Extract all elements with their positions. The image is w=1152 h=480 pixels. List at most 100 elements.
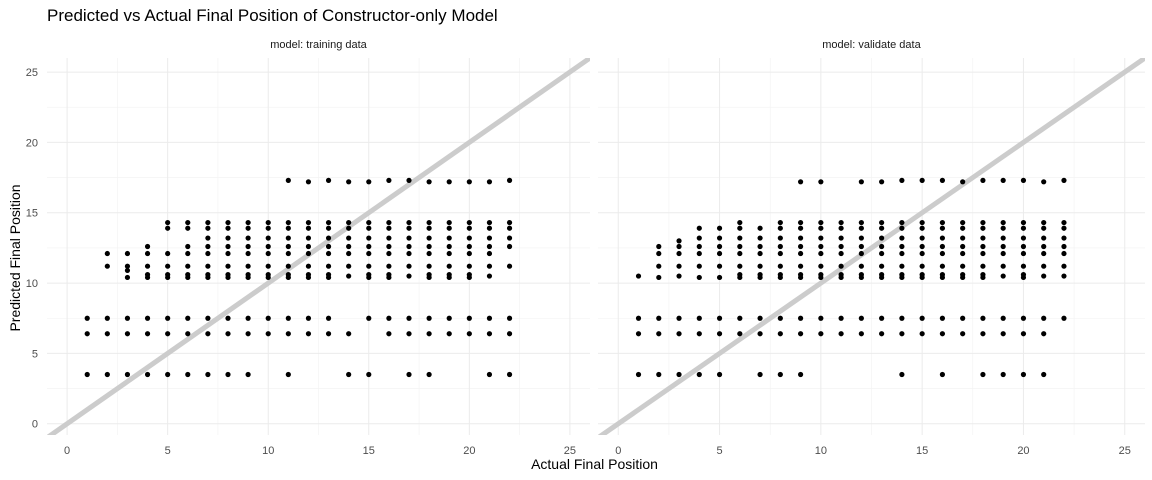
- data-point: [446, 219, 452, 226]
- data-point: [466, 263, 472, 269]
- data-point: [346, 225, 352, 231]
- data-point: [737, 263, 743, 269]
- data-point: [696, 331, 702, 337]
- data-point: [797, 331, 804, 337]
- data-point: [506, 219, 513, 226]
- data-point: [285, 243, 291, 250]
- data-point: [899, 331, 905, 337]
- data-point: [899, 272, 905, 278]
- data-point: [716, 371, 723, 378]
- data-point: [346, 250, 352, 257]
- data-point: [858, 331, 864, 337]
- data-point: [1041, 250, 1047, 257]
- data-point: [696, 274, 702, 281]
- data-point: [466, 272, 472, 278]
- data-point: [919, 225, 925, 231]
- data-point: [980, 315, 986, 321]
- data-point: [305, 331, 312, 337]
- x-tick-label: 20: [1017, 445, 1029, 457]
- data-point: [899, 219, 905, 226]
- data-point: [1041, 219, 1047, 226]
- data-point: [696, 250, 702, 257]
- data-point: [757, 225, 763, 231]
- data-point: [225, 219, 231, 226]
- x-tick-label: 25: [564, 445, 576, 457]
- x-tick-label: 5: [165, 445, 171, 457]
- x-tick-label: 15: [363, 445, 375, 457]
- data-point: [124, 315, 131, 321]
- data-point: [960, 272, 966, 278]
- data-point: [960, 250, 966, 257]
- data-point: [406, 250, 412, 257]
- data-point: [676, 243, 682, 250]
- data-point: [305, 225, 312, 231]
- data-point: [265, 235, 271, 241]
- data-point: [265, 272, 271, 278]
- x-axis-title: Actual Final Position: [531, 456, 658, 472]
- data-point: [305, 219, 312, 226]
- data-point: [466, 219, 472, 226]
- data-point: [1041, 235, 1047, 241]
- data-point: [879, 331, 885, 337]
- data-point: [426, 179, 432, 185]
- data-point: [325, 177, 332, 183]
- data-point: [446, 250, 452, 257]
- data-point: [1020, 315, 1027, 321]
- data-point: [1041, 315, 1047, 321]
- data-point: [346, 371, 352, 378]
- data-point: [635, 371, 642, 378]
- data-point: [1020, 331, 1027, 337]
- data-point: [325, 219, 332, 226]
- data-point: [104, 250, 110, 257]
- data-point: [406, 273, 412, 279]
- data-point: [797, 179, 804, 185]
- data-point: [84, 315, 90, 321]
- data-point: [939, 219, 946, 226]
- data-point: [225, 243, 231, 250]
- data-point: [1061, 263, 1067, 269]
- data-point: [366, 243, 372, 250]
- data-point: [366, 371, 372, 378]
- data-point: [225, 225, 231, 231]
- data-point: [1041, 225, 1047, 231]
- data-point: [366, 225, 372, 231]
- data-point: [265, 243, 271, 250]
- data-point: [446, 179, 452, 185]
- data-point: [386, 235, 392, 241]
- data-point: [104, 315, 110, 321]
- data-point: [506, 235, 513, 241]
- data-point: [346, 263, 352, 269]
- data-point: [737, 250, 743, 257]
- data-point: [205, 225, 211, 231]
- data-point: [144, 331, 151, 337]
- data-point: [486, 219, 493, 226]
- data-point: [716, 274, 723, 281]
- data-point: [426, 250, 432, 257]
- data-point: [656, 371, 662, 378]
- data-point: [466, 331, 472, 337]
- data-point: [1020, 272, 1027, 278]
- data-point: [1000, 219, 1006, 226]
- data-point: [635, 331, 642, 337]
- y-tick-label: 15: [26, 208, 38, 220]
- data-point: [858, 219, 864, 226]
- data-point: [980, 225, 986, 231]
- data-point: [185, 250, 191, 257]
- data-point: [285, 331, 291, 337]
- data-point: [797, 235, 804, 241]
- data-point: [899, 235, 905, 241]
- data-point: [506, 177, 513, 183]
- data-point: [939, 371, 946, 378]
- data-point: [939, 315, 946, 321]
- data-point: [797, 250, 804, 257]
- data-point: [265, 250, 271, 257]
- data-point: [676, 331, 682, 337]
- data-point: [386, 250, 392, 257]
- data-point: [757, 263, 763, 269]
- data-point: [325, 272, 332, 278]
- data-point: [1061, 235, 1067, 241]
- data-point: [797, 315, 804, 321]
- data-point: [899, 250, 905, 257]
- data-point: [635, 273, 642, 279]
